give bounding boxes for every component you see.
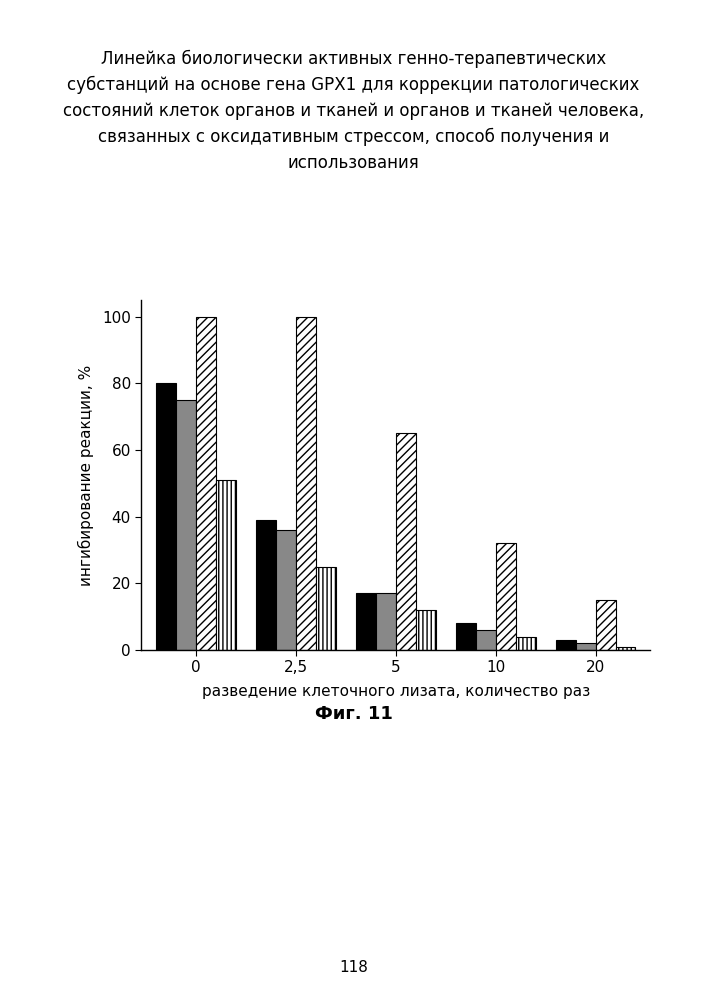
Bar [256, 520, 276, 650]
Bar [197, 317, 216, 650]
Bar [595, 600, 616, 650]
Bar [575, 643, 595, 650]
Bar [396, 433, 416, 650]
Bar [496, 543, 515, 650]
Text: Линейка биологически активных генно-терапевтических
субстанций на основе гена GP: Линейка биологически активных генно-тера… [63, 50, 644, 172]
Bar [276, 530, 296, 650]
Bar [616, 647, 636, 650]
X-axis label: разведение клеточного лизата, количество раз: разведение клеточного лизата, количество… [201, 684, 590, 699]
Bar [156, 383, 176, 650]
Bar [456, 623, 476, 650]
Bar [376, 593, 396, 650]
Bar [556, 640, 575, 650]
Bar [416, 610, 436, 650]
Bar [476, 630, 496, 650]
Bar [216, 480, 236, 650]
Bar [176, 400, 197, 650]
Bar [515, 637, 536, 650]
Bar [296, 317, 316, 650]
Y-axis label: ингибирование реакции, %: ингибирование реакции, % [78, 364, 94, 586]
Text: Фиг. 11: Фиг. 11 [315, 705, 392, 723]
Text: 118: 118 [339, 960, 368, 975]
Bar [356, 593, 376, 650]
Bar [316, 567, 336, 650]
